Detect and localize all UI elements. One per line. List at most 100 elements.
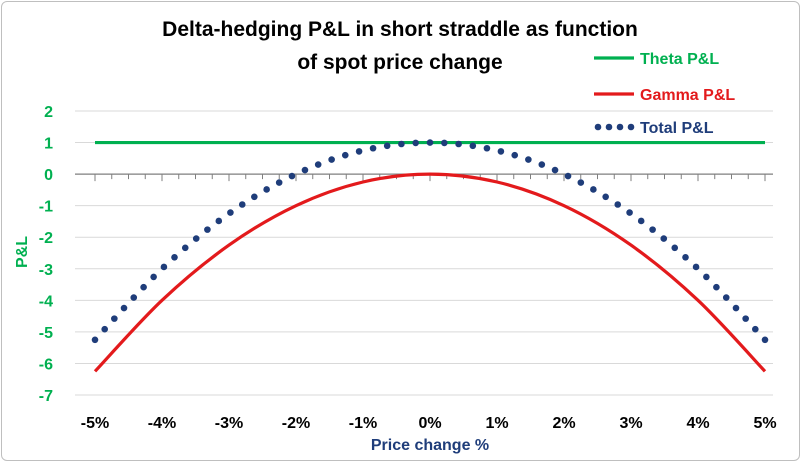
total-pnl-dot [91, 336, 99, 344]
total-pnl-dot [538, 161, 546, 168]
total-pnl-dot [649, 226, 656, 233]
total-pnl-dot [412, 139, 419, 147]
total-pnl-dot [637, 217, 645, 225]
total-pnl-dot [215, 217, 223, 225]
x-tick-label: -4% [148, 415, 176, 432]
total-pnl-dots [91, 139, 769, 344]
gamma-pnl-line [93, 172, 767, 373]
total-pnl-dot [314, 161, 322, 168]
legend-total-swatch-dot [616, 123, 624, 131]
x-tick-label: 1% [485, 415, 508, 432]
legend-total-label: Total P&L [640, 120, 714, 137]
total-pnl-dot [227, 209, 234, 216]
y-tick-label: 0 [44, 167, 53, 184]
total-pnl-dot [551, 166, 559, 174]
total-pnl-dot [742, 315, 749, 322]
legend-gamma-label: Gamma P&L [640, 87, 735, 104]
total-pnl-dot [288, 172, 296, 180]
total-pnl-dot [111, 315, 118, 322]
total-pnl-dot [275, 179, 283, 186]
total-pnl-dot [398, 140, 405, 148]
y-tick-label: -1 [39, 199, 53, 216]
total-pnl-dot [703, 273, 710, 281]
total-pnl-dot [263, 186, 270, 193]
total-pnl-dot [140, 283, 147, 291]
total-pnl-dot [341, 151, 349, 159]
total-pnl-dot [301, 166, 309, 174]
series-layer [91, 139, 769, 373]
legend-theta-label: Theta P&L [640, 51, 719, 68]
y-axis-title: P&L [14, 236, 31, 268]
total-pnl-dot [614, 201, 622, 208]
total-pnl-dot [204, 226, 211, 233]
total-pnl-dot [577, 179, 585, 186]
chart-title-line1: Delta-hedging P&L in short straddle as f… [162, 18, 638, 41]
legend-total-swatch-dot [627, 123, 635, 131]
total-pnl-dot [328, 156, 335, 163]
chart-title-line2: of spot price change [297, 51, 502, 74]
x-tick-label: -1% [349, 415, 377, 432]
x-tick-label: 4% [686, 415, 709, 432]
y-tick-label: -7 [39, 388, 53, 405]
legend-gamma: Gamma P&L [594, 87, 735, 104]
total-pnl-dot [497, 148, 505, 155]
x-tick-label: 2% [552, 415, 575, 432]
total-pnl-dot [130, 294, 138, 301]
total-pnl-dot [192, 235, 200, 242]
total-pnl-dot [171, 253, 178, 261]
total-pnl-dot [761, 336, 769, 344]
total-pnl-dot [682, 253, 689, 261]
y-tick-label: -4 [39, 293, 53, 310]
total-pnl-dot [722, 294, 730, 301]
legend-total: Total P&L [594, 120, 714, 137]
y-tick-label: 1 [44, 136, 53, 153]
total-pnl-dot [101, 325, 108, 333]
legend-theta: Theta P&L [594, 51, 719, 68]
legend-total-swatch-dot [605, 123, 613, 131]
y-tick-label: 2 [44, 104, 53, 121]
total-pnl-dot [660, 235, 668, 242]
total-pnl-dot [564, 172, 572, 180]
total-pnl-dot [732, 304, 740, 312]
total-pnl-dot [752, 325, 759, 333]
y-tick-label: -3 [39, 262, 53, 279]
total-pnl-dot [626, 209, 633, 216]
total-pnl-dot [602, 193, 609, 201]
total-pnl-dot [369, 144, 377, 152]
x-tick-label: -5% [81, 415, 109, 432]
total-pnl-dot [671, 244, 679, 252]
x-tick-label: 5% [753, 415, 776, 432]
total-pnl-dot [150, 273, 157, 281]
total-pnl-dot [455, 140, 462, 148]
grid-lines [75, 110, 773, 396]
x-tick-label: -3% [215, 415, 243, 432]
total-pnl-dot [469, 142, 477, 150]
total-pnl-dot [692, 263, 700, 271]
total-pnl-dot [483, 144, 491, 152]
total-pnl-dot [181, 244, 189, 252]
legend-total-swatch-dot [594, 123, 602, 131]
total-pnl-dot [251, 193, 258, 201]
total-pnl-dot [120, 304, 128, 312]
total-pnl-dot [160, 263, 168, 271]
total-pnl-dot [383, 142, 391, 150]
total-pnl-dot [238, 201, 246, 208]
y-tick-label: -2 [39, 230, 53, 247]
total-pnl-dot [713, 283, 720, 291]
x-tick-label: 0% [418, 415, 441, 432]
y-tick-label: -6 [39, 356, 53, 373]
x-axis-title: Price change % [371, 437, 489, 454]
legend: Theta P&L Gamma P&L Total P&L [594, 51, 735, 137]
total-pnl-dot [441, 139, 448, 147]
total-pnl-dot [426, 139, 434, 146]
x-tick-label: 3% [619, 415, 642, 432]
x-tick-label: -2% [282, 415, 310, 432]
total-pnl-dot [590, 186, 597, 193]
total-pnl-dot [355, 148, 363, 155]
total-pnl-dot [511, 151, 519, 159]
total-pnl-dot [525, 156, 532, 163]
y-tick-label: -5 [39, 325, 53, 342]
tick-labels: 2 1 0 -1 -2 -3 -4 -5 -6 -7 -5% -4% -3% -2% -1% 0% 1% 2% 3%… [39, 104, 777, 432]
